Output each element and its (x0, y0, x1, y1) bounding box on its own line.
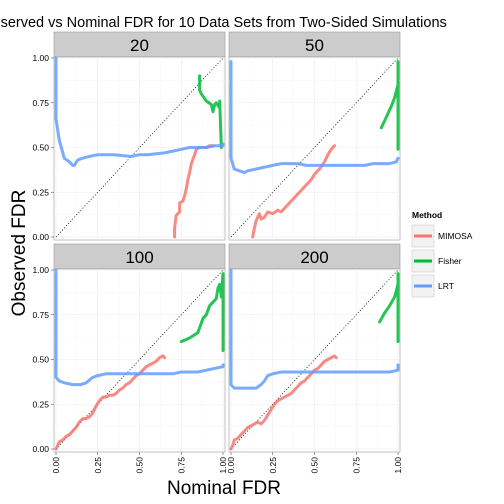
x-tick-label: 1.00 (393, 457, 403, 474)
y-tick-label: 0.00 (32, 232, 49, 242)
panel-20: 20 0.00 0.25 0.50 0.75 1.00 (32, 31, 226, 242)
facet-strip-label: 20 (130, 36, 149, 55)
legend-label: Fisher (438, 256, 462, 266)
y-tick-label: 0.75 (32, 310, 49, 320)
x-tick-label: 0.50 (310, 457, 320, 474)
y-tick-label: 0.50 (32, 143, 49, 153)
x-tick-label: 0.50 (135, 457, 145, 474)
legend-entry-fisher: Fisher (411, 249, 462, 273)
x-tick-label: 0.75 (351, 457, 361, 474)
grid-lines (54, 57, 225, 240)
series-line-mimosa (54, 354, 167, 451)
legend-entries: MIMOSA Fisher LRT (411, 224, 473, 298)
reference-diagonal (55, 269, 224, 450)
facet-strip (53, 31, 226, 58)
grid-lines (229, 269, 400, 452)
x-tick-label: 0.00 (226, 457, 236, 474)
legend-label: MIMOSA (438, 231, 473, 241)
y-tick-label: 0.75 (32, 98, 49, 108)
reference-diagonal (230, 269, 399, 450)
chart-title: Observed vs Nominal FDR for 10 Data Sets… (0, 15, 447, 31)
grid-lines (54, 269, 225, 452)
facet-strip-label: 50 (305, 36, 324, 55)
legend-entry-mimosa: MIMOSA (411, 224, 473, 248)
y-tick-label: 1.00 (32, 53, 49, 63)
y-tick-label: 0.25 (32, 187, 49, 197)
x-tick-label: 1.00 (218, 457, 228, 474)
x-tick-label: 0.75 (176, 457, 186, 474)
series-line-fisher (198, 74, 223, 149)
facet-strip-label: 100 (125, 248, 153, 267)
facet-strip (53, 243, 226, 270)
legend-title: Method (412, 210, 442, 220)
series-line-lrt (54, 268, 225, 387)
facet-strip-label: 200 (300, 248, 328, 267)
facet-panels: 20 0.00 0.25 0.50 0.75 1.00 50 100 0.00 0.25 0.50 0… (32, 31, 403, 474)
panel-200: 200 0.00 0.25 0.50 0.75 1.00 (226, 243, 403, 474)
series-line-fisher (179, 272, 225, 353)
legend-entry-lrt: LRT (411, 274, 454, 298)
y-tick-label: 0.00 (32, 444, 49, 454)
y-tick-label: 1.00 (32, 265, 49, 275)
series-line-lrt (54, 56, 225, 167)
series-line-lrt (229, 268, 400, 390)
reference-diagonal (230, 57, 399, 238)
y-tick-label: 0.25 (32, 399, 49, 409)
x-tick-label: 0.25 (93, 457, 103, 474)
facet-strip (228, 31, 401, 58)
legend-label: LRT (438, 281, 454, 291)
x-tick-label: 0.00 (51, 457, 61, 474)
x-tick-label: 0.25 (268, 457, 278, 474)
series-line-fisher (379, 60, 400, 151)
y-axis-title: Observed FDR (9, 190, 30, 317)
x-axis-title: Nominal FDR (167, 478, 281, 499)
panel-50: 50 (228, 31, 401, 241)
legend: Method MIMOSA Fisher LRT (411, 210, 473, 298)
y-tick-label: 0.50 (32, 355, 49, 365)
series-line-mimosa (229, 354, 338, 451)
series-line-lrt (229, 60, 400, 175)
panel-100: 100 0.00 0.25 0.50 0.75 1.00 0.00 0.25 0.50 0.75 1… (32, 243, 228, 474)
series-line-fisher (378, 272, 400, 344)
reference-diagonal (55, 57, 224, 238)
